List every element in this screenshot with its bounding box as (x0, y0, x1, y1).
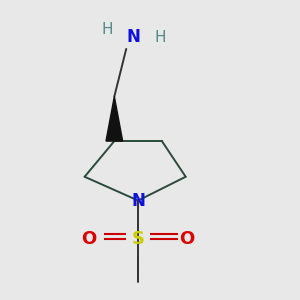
Text: N: N (131, 191, 145, 209)
Polygon shape (106, 97, 123, 141)
Text: O: O (81, 230, 97, 248)
Text: H: H (101, 22, 113, 37)
Text: S: S (132, 230, 145, 248)
Text: N: N (127, 28, 141, 46)
Text: H: H (155, 30, 166, 45)
Text: O: O (179, 230, 195, 248)
